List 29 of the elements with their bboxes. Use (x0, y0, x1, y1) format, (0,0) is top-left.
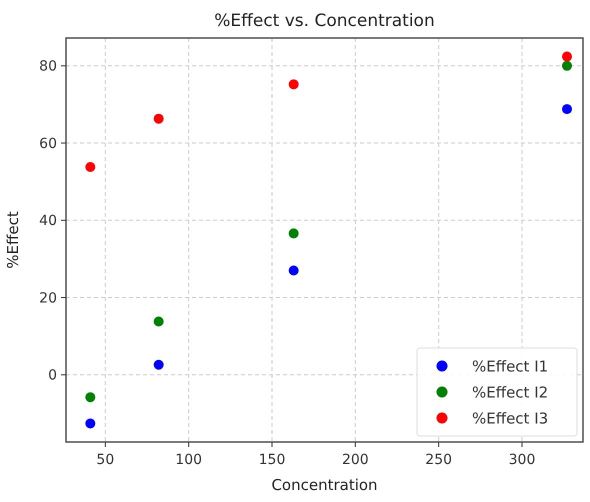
y-tick-label: 40 (39, 213, 57, 230)
legend-label: %Effect I2 (472, 383, 548, 402)
x-tick-label: 300 (508, 452, 536, 468)
y-tick-label: 20 (39, 290, 57, 306)
point (85, 162, 96, 172)
x-tick-label: 200 (342, 452, 369, 468)
y-axis-title: %Effect (4, 211, 22, 269)
point (562, 52, 572, 62)
x-tick-label: 100 (175, 452, 202, 468)
point (288, 228, 299, 238)
legend-label: %Effect I1 (472, 357, 548, 376)
y-tick-label: 60 (39, 136, 57, 152)
point (154, 316, 164, 326)
point (288, 266, 299, 276)
y-tick-label: 0 (48, 368, 57, 384)
point (85, 418, 96, 428)
chart-title: %Effect vs. Concentration (214, 11, 435, 31)
point (85, 392, 96, 402)
point (154, 114, 164, 124)
x-tick-label: 250 (425, 452, 452, 468)
point (562, 104, 572, 114)
x-tick-label: 50 (96, 452, 114, 468)
x-axis-title: Concentration (271, 476, 378, 494)
y-tick-label: 80 (39, 58, 57, 75)
point (154, 360, 164, 370)
legend-label: %Effect I3 (472, 409, 548, 428)
point (288, 79, 299, 90)
point (562, 60, 572, 71)
x-tick-label: 150 (258, 452, 286, 468)
